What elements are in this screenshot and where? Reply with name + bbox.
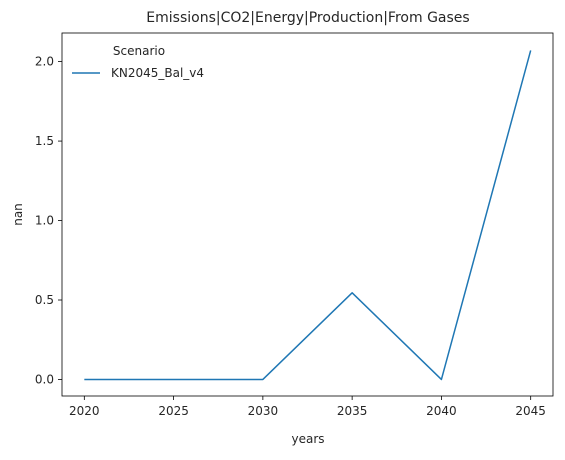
x-tick-label: 2030 — [248, 404, 279, 418]
legend-entry-label: KN2045_Bal_v4 — [111, 66, 204, 80]
y-tick-label: 1.0 — [35, 214, 54, 228]
x-tick-label: 2020 — [69, 404, 100, 418]
y-tick-label: 1.5 — [35, 134, 54, 148]
chart-title: Emissions|CO2|Energy|Production|From Gas… — [146, 10, 469, 26]
y-tick-label: 0.5 — [35, 293, 54, 307]
legend: Scenario KN2045_Bal_v4 — [72, 44, 204, 80]
x-tick-label: 2045 — [515, 404, 546, 418]
x-tick-label: 2025 — [158, 404, 189, 418]
series-layer — [84, 50, 530, 379]
series-line-0 — [84, 50, 530, 379]
legend-title: Scenario — [113, 44, 165, 58]
x-axis-label: years — [291, 432, 324, 446]
y-tick-label: 0.0 — [35, 372, 54, 386]
y-axis-label: nan — [11, 203, 25, 226]
x-tick-label: 2035 — [337, 404, 368, 418]
y-tick-label: 2.0 — [35, 55, 54, 69]
y-axis-ticks: 0.0 0.5 1.0 1.5 2.0 — [35, 55, 62, 387]
x-tick-label: 2040 — [426, 404, 457, 418]
plot-frame — [62, 33, 553, 396]
x-axis-ticks: 2020 2025 2030 2035 2040 2045 — [69, 396, 546, 418]
